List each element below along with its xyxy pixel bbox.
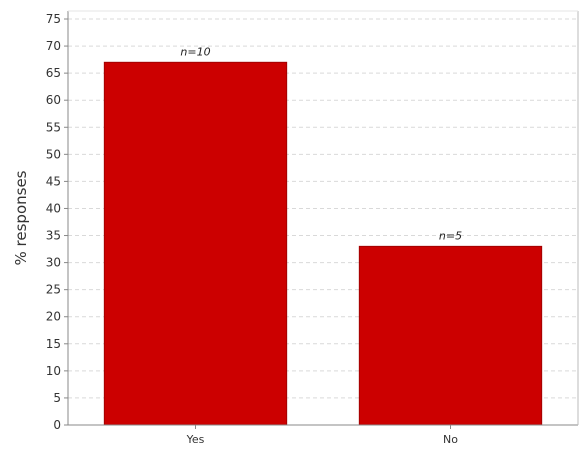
axes xyxy=(67,10,579,426)
y-tick-label: 30 xyxy=(46,256,61,270)
bar-yes xyxy=(103,61,288,426)
bar-data-label: n=10 xyxy=(180,45,210,58)
y-tick-label: 75 xyxy=(46,12,61,26)
x-tick-label: Yes xyxy=(186,433,205,446)
bar-labels: n=10 n=5 xyxy=(180,45,462,242)
y-tick-label: 45 xyxy=(46,174,61,188)
bars xyxy=(103,61,543,426)
y-tick-label: 40 xyxy=(46,201,61,215)
y-tick-label: 50 xyxy=(46,147,61,161)
y-tick-label: 60 xyxy=(46,93,61,107)
y-tick-label: 0 xyxy=(53,418,61,432)
y-tick-label: 20 xyxy=(46,310,61,324)
y-tick-label: 35 xyxy=(46,229,61,243)
bar-no xyxy=(358,245,543,426)
x-tick-label: No xyxy=(443,433,458,446)
bar-data-label: n=5 xyxy=(439,229,462,242)
y-axis-title: % responses xyxy=(12,170,30,265)
y-tick-label: 55 xyxy=(46,120,61,134)
y-tick-label: 70 xyxy=(46,39,61,53)
x-tick-labels: Yes No xyxy=(186,425,458,446)
y-tick-label: 15 xyxy=(46,337,61,351)
y-tick-label: 25 xyxy=(46,283,61,297)
y-tick-label: 10 xyxy=(46,364,61,378)
y-tick-label: 5 xyxy=(53,391,61,405)
y-tick-label: 65 xyxy=(46,66,61,80)
y-tick-labels: 0 5 10 15 20 25 30 35 40 45 50 55 60 65 70 75 xyxy=(46,12,68,432)
